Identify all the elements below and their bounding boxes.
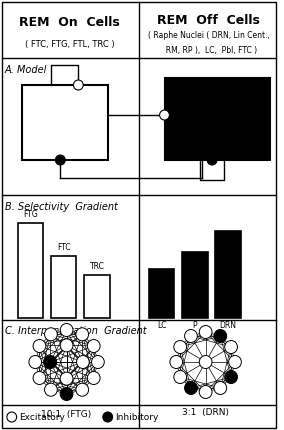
Circle shape [87,372,100,384]
Circle shape [87,340,100,353]
Bar [216,230,241,318]
Circle shape [45,383,57,396]
Circle shape [174,371,187,384]
Bar [149,269,174,318]
Circle shape [60,323,73,337]
Circle shape [60,372,73,385]
Bar [182,252,208,318]
Circle shape [160,110,169,120]
Circle shape [214,329,227,343]
Circle shape [60,387,73,400]
Circle shape [199,386,212,399]
Circle shape [76,383,89,396]
Bar [51,256,76,318]
Circle shape [207,155,217,165]
Text: Excitatory: Excitatory [20,412,65,421]
Circle shape [225,371,237,384]
Circle shape [45,328,57,341]
Circle shape [229,356,241,369]
Text: FTG: FTG [23,210,38,219]
Text: TRC: TRC [89,262,105,271]
Circle shape [199,326,212,338]
Bar [84,275,110,318]
Bar [22,85,108,160]
Circle shape [7,412,17,422]
Text: LC: LC [157,321,166,330]
Circle shape [55,155,65,165]
Text: DRN: DRN [220,321,237,330]
Circle shape [44,356,57,369]
Bar [164,78,270,160]
Circle shape [170,356,183,369]
Circle shape [91,356,104,369]
Text: ( Raphe Nuclei ( DRN, Lin Cent.,: ( Raphe Nuclei ( DRN, Lin Cent., [148,31,270,40]
Text: P: P [193,321,197,330]
Circle shape [199,356,212,369]
Circle shape [29,356,42,369]
Text: A. Model: A. Model [5,65,47,75]
Circle shape [214,381,227,394]
Circle shape [74,80,83,90]
Text: REM  Off  Cells: REM Off Cells [157,13,260,27]
Circle shape [103,412,112,422]
Circle shape [60,339,73,352]
Circle shape [185,329,197,343]
Circle shape [174,341,187,353]
Text: B. Selectivity  Gradient: B. Selectivity Gradient [5,202,118,212]
Text: FTC: FTC [57,243,70,252]
Circle shape [185,381,197,394]
Text: C. Interpenetration  Gradient: C. Interpenetration Gradient [5,326,147,336]
Text: 10:1  (FTG): 10:1 (FTG) [41,410,92,419]
Circle shape [225,341,237,353]
Circle shape [76,356,89,369]
Circle shape [33,372,46,384]
Text: ( FTC, FTG, FTL, TRC ): ( FTC, FTG, FTL, TRC ) [25,40,114,49]
Text: 3:1  (DRN): 3:1 (DRN) [182,408,229,417]
Text: RM, RP ),  LC,  Pbl, FTC ): RM, RP ), LC, Pbl, FTC ) [160,46,257,55]
Circle shape [76,328,89,341]
Bar [18,223,43,318]
Circle shape [33,340,46,353]
Text: Inhibitory: Inhibitory [116,412,159,421]
Text: REM  On  Cells: REM On Cells [19,15,120,28]
